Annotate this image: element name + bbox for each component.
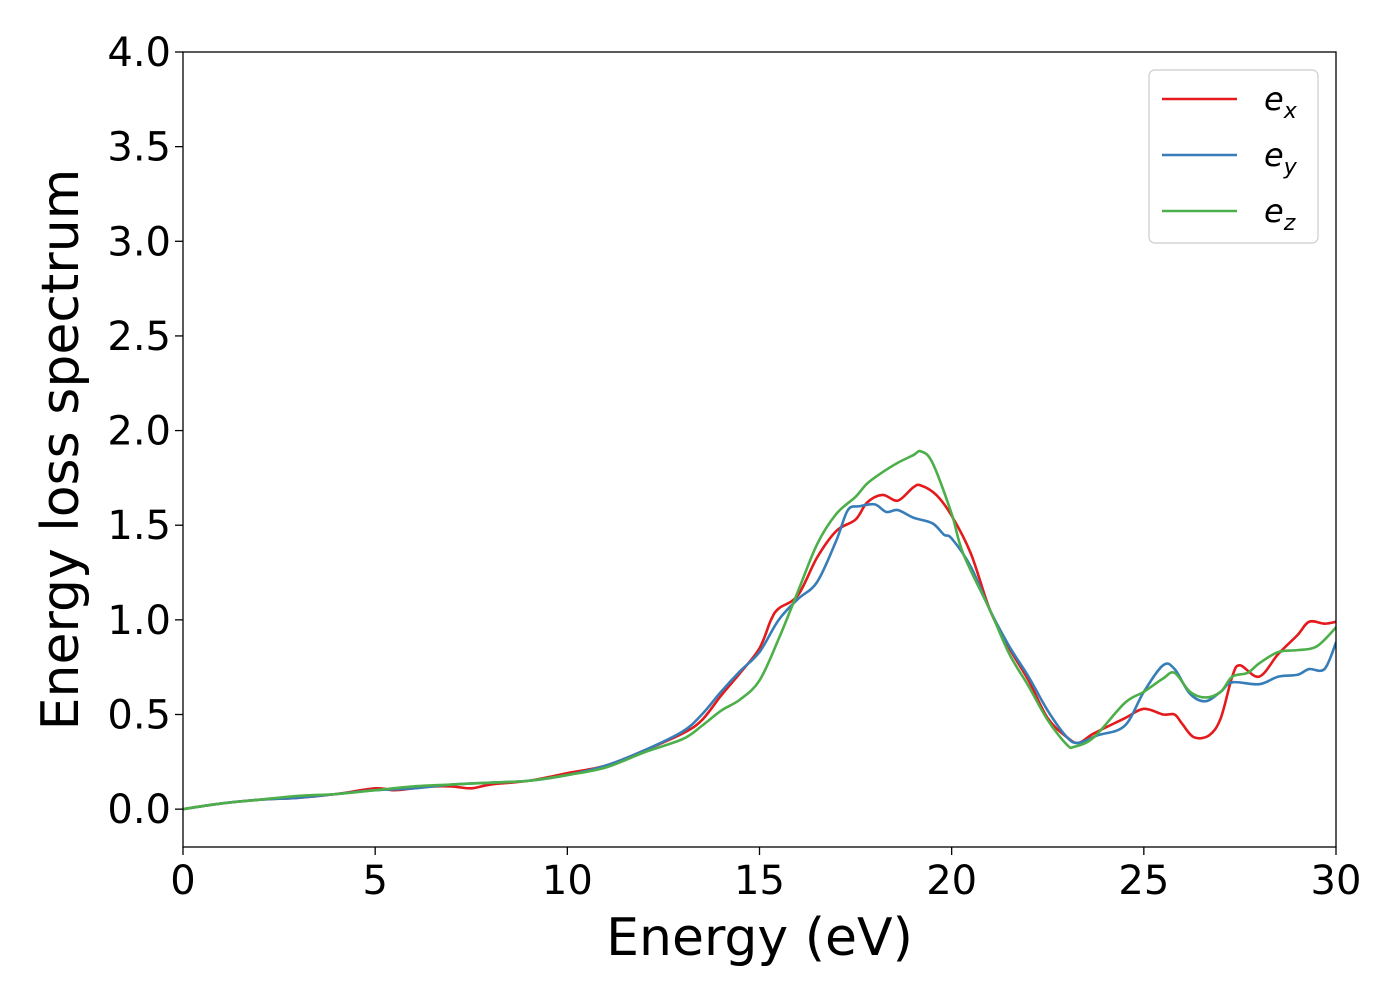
legend: ex ey ez (1148, 69, 1319, 244)
legend-label-y: ey (1264, 136, 1298, 180)
x-tick-label: 15 (734, 858, 785, 904)
y-tick-label: 0.5 (107, 693, 171, 739)
y-axis: 0.0 0.5 1.0 1.5 2.0 2.5 3.0 3.5 4.0 (107, 30, 183, 833)
legend-box (1148, 69, 1319, 244)
y-tick-label: 1.0 (107, 598, 171, 644)
legend-label-z: ez (1264, 192, 1296, 236)
x-tick-label: 25 (1118, 858, 1169, 904)
y-tick-label: 0.0 (107, 787, 171, 833)
x-axis: 0 5 10 15 20 25 30 (170, 847, 1361, 904)
series-line-z (183, 449, 1336, 811)
x-axis-title: Energy (eV) (606, 908, 913, 968)
y-tick-label: 3.5 (107, 125, 171, 171)
y-tick-label: 1.5 (107, 503, 171, 549)
y-tick-label: 3.0 (107, 219, 171, 265)
y-tick-label: 4.0 (107, 30, 171, 76)
series-line-y (183, 502, 1336, 811)
y-tick-label: 2.5 (107, 314, 171, 360)
y-axis-title: Energy loss spectrum (31, 169, 91, 731)
x-tick-label: 5 (362, 858, 387, 904)
x-tick-label: 30 (1311, 858, 1362, 904)
series-layer (183, 449, 1336, 811)
series-line-x (183, 483, 1336, 811)
x-tick-label: 0 (170, 858, 195, 904)
y-tick-label: 2.0 (107, 409, 171, 455)
x-tick-label: 10 (542, 858, 593, 904)
x-tick-label: 20 (926, 858, 977, 904)
legend-label-x: ex (1264, 80, 1298, 124)
